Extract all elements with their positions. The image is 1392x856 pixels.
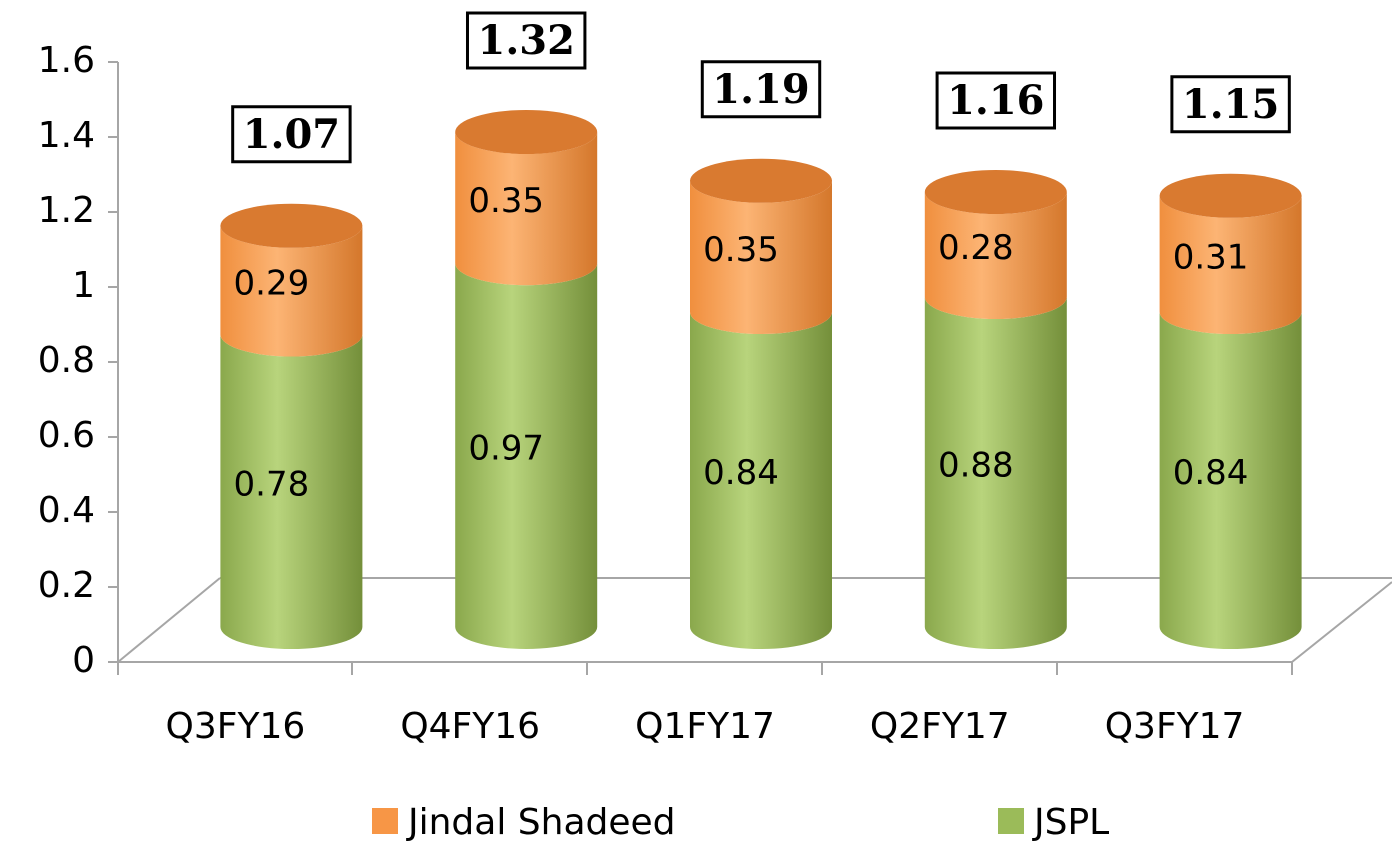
cylinder-cap bbox=[220, 203, 363, 248]
y-tick-label: 0.2 bbox=[38, 565, 95, 606]
total-label: 1.32 bbox=[477, 17, 574, 64]
y-tick-label: 0 bbox=[72, 640, 95, 681]
cylinder-segment bbox=[1159, 312, 1302, 649]
total-label: 1.19 bbox=[712, 66, 809, 113]
total-label: 1.15 bbox=[1182, 81, 1279, 128]
legend-swatch bbox=[372, 808, 398, 834]
total-label: 1.07 bbox=[243, 111, 340, 158]
total-box bbox=[231, 105, 352, 164]
cylinder-cap bbox=[455, 110, 598, 154]
total-box bbox=[1170, 75, 1291, 134]
x-tick-label: Q1FY17 bbox=[635, 706, 775, 747]
cylinder-cap bbox=[1159, 173, 1302, 218]
legend-swatch bbox=[998, 808, 1024, 834]
cylinder-segment bbox=[455, 132, 598, 286]
total-box bbox=[465, 11, 587, 70]
legend-label: JSPL bbox=[1032, 802, 1109, 843]
cylinder-segment bbox=[924, 192, 1067, 319]
value-label: 0.78 bbox=[234, 464, 310, 504]
cylinder-segment bbox=[220, 334, 363, 649]
value-label: 0.97 bbox=[468, 429, 544, 469]
value-label: 0.31 bbox=[1173, 237, 1249, 277]
y-tick-label: 0.6 bbox=[38, 415, 95, 456]
value-label: 0.84 bbox=[1173, 453, 1249, 493]
x-tick-label: Q4FY16 bbox=[400, 706, 540, 747]
value-label: 0.35 bbox=[703, 230, 779, 270]
value-label: 0.84 bbox=[703, 453, 779, 493]
x-tick-label: Q2FY17 bbox=[870, 706, 1010, 747]
total-label: 1.16 bbox=[947, 77, 1044, 124]
cylinder-cap bbox=[924, 170, 1067, 214]
cylinder-segment bbox=[690, 312, 832, 649]
cylinder-segment bbox=[924, 297, 1067, 649]
y-tick-label: 1 bbox=[72, 265, 95, 306]
y-tick-label: 1.2 bbox=[38, 190, 95, 231]
cylinder-segment bbox=[690, 180, 832, 334]
y-tick-label: 0.4 bbox=[38, 490, 95, 531]
total-box bbox=[700, 60, 822, 119]
total-box bbox=[935, 71, 1057, 130]
value-label: 0.88 bbox=[938, 446, 1014, 486]
cylinder-segment bbox=[1159, 195, 1302, 335]
value-label: 0.29 bbox=[234, 264, 310, 304]
x-tick-label: Q3FY17 bbox=[1105, 706, 1245, 747]
legend-label: Jindal Shadeed bbox=[406, 802, 676, 843]
cylinder-segment bbox=[455, 263, 598, 649]
y-tick-label: 0.8 bbox=[38, 340, 95, 381]
y-tick-label: 1.6 bbox=[38, 40, 95, 81]
x-tick-label: Q3FY16 bbox=[166, 706, 306, 747]
value-label: 0.28 bbox=[938, 228, 1014, 268]
cylinder-segment bbox=[220, 225, 363, 357]
y-tick-label: 1.4 bbox=[38, 115, 95, 156]
cylinder-cap bbox=[690, 158, 832, 203]
value-label: 0.35 bbox=[468, 181, 544, 221]
